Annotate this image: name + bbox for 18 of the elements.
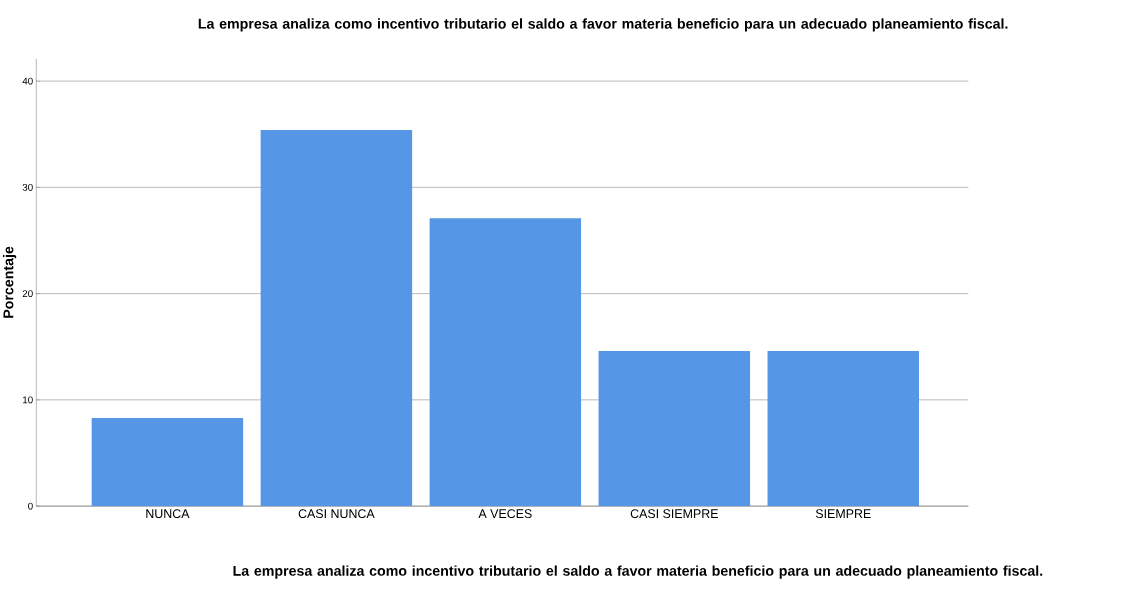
y-axis-title: Porcentaje bbox=[2, 246, 17, 318]
y-tick-label: 10 bbox=[23, 396, 33, 404]
bar bbox=[260, 130, 413, 507]
x-tick-label: SIEMPRE bbox=[815, 509, 871, 519]
x-axis-title: La empresa analiza como incentivo tributario el saldo a favor materia beneficio para un adecuado planeamiento fiscal. bbox=[233, 565, 1043, 579]
bar bbox=[767, 351, 920, 507]
y-tick-label: 40 bbox=[22, 77, 33, 85]
chart-title: La empresa analiza como incentivo tributario el saldo a favor materia beneficio para un adecuado planeamiento fiscal. bbox=[198, 18, 1008, 32]
y-tick-label: 0 bbox=[28, 502, 33, 510]
y-tick-label: 30 bbox=[22, 184, 33, 191]
x-tick-label: CASI SIEMPRE bbox=[630, 509, 718, 519]
bar bbox=[429, 218, 582, 507]
x-tick-label: A VECES bbox=[478, 509, 532, 519]
x-tick-label: NUNCA bbox=[146, 509, 190, 519]
bar bbox=[598, 351, 751, 507]
x-tick-label: CASI NUNCA bbox=[298, 509, 375, 519]
bar bbox=[91, 418, 244, 507]
y-tick-label: 20 bbox=[22, 290, 33, 298]
